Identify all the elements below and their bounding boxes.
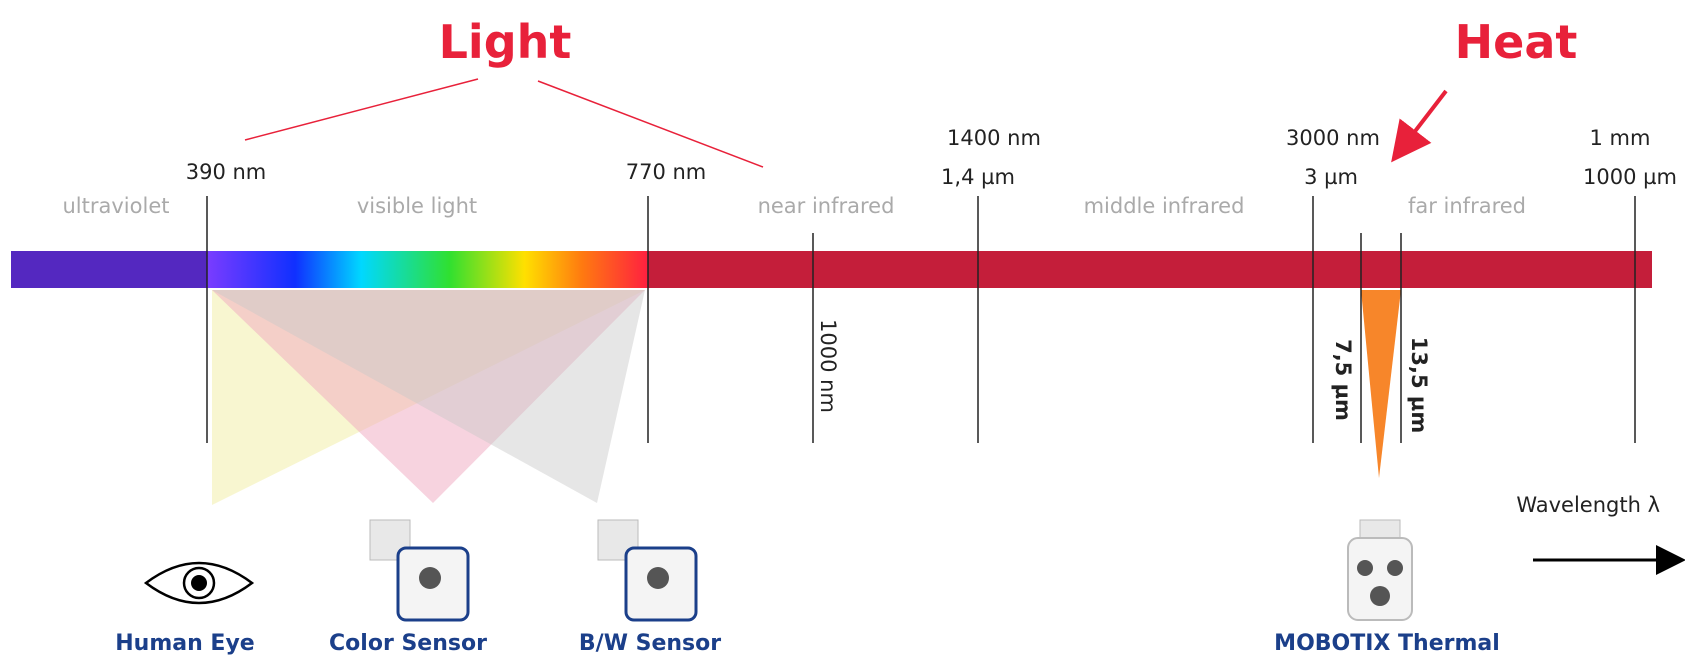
axis-label: Wavelength λ (1516, 493, 1660, 517)
visible-band (207, 251, 648, 288)
ir-band (648, 251, 1652, 288)
heat-title: Heat (1455, 15, 1578, 69)
region-label: near infrared (758, 194, 895, 218)
boundary-label: 1 mm (1590, 126, 1651, 150)
boundary-label: 770 nm (626, 160, 707, 184)
camera-icon (1348, 520, 1412, 620)
boundary-label: 3 µm (1304, 165, 1358, 189)
camera-icon (598, 520, 696, 620)
region-label: far infrared (1408, 194, 1526, 218)
camera-icon (370, 520, 468, 620)
region-label: visible light (357, 194, 477, 218)
boundary-label: 1400 nm (947, 126, 1041, 150)
heat-arrow (1396, 91, 1446, 156)
boundary-label: 1,4 µm (941, 165, 1015, 189)
light-bracket (538, 81, 763, 167)
region-label: ultraviolet (63, 194, 170, 218)
region-label: middle infrared (1084, 194, 1245, 218)
boundary-label: 3000 nm (1286, 126, 1380, 150)
marker-label: 13,5 µm (1407, 337, 1431, 433)
sensor-label: MOBOTIX Thermal (1274, 631, 1500, 656)
sensor-label: Color Sensor (329, 631, 487, 656)
eye-icon (146, 563, 252, 603)
marker-label: 1000 nm (816, 319, 840, 413)
thermal-range (1361, 290, 1401, 478)
sensor-label: B/W Sensor (579, 631, 721, 656)
sensor-label: Human Eye (115, 631, 254, 656)
light-bracket (245, 79, 478, 140)
boundary-label: 1000 µm (1583, 165, 1677, 189)
light-title: Light (439, 15, 572, 69)
spectrum-diagram: Light Heat 390 nm 770 nm 1400 nm 1,4 µm … (0, 0, 1685, 660)
uv-band (11, 251, 207, 288)
boundary-label: 390 nm (186, 160, 267, 184)
marker-label: 7,5 µm (1331, 339, 1355, 421)
